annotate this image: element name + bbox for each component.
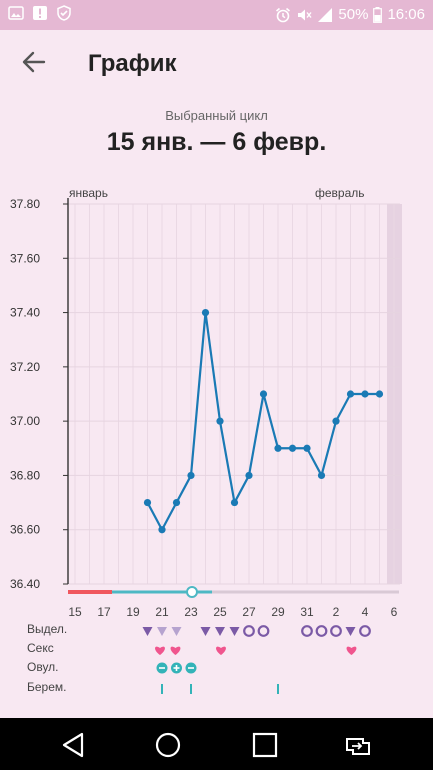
discharge-icon [142, 627, 153, 636]
discharge-icon [200, 627, 211, 636]
discharge-icon [171, 627, 182, 636]
selected-cycle-caption: Выбранный цикл [165, 108, 268, 123]
temperature-point[interactable] [361, 390, 369, 398]
selected-cycle-range[interactable]: 15 янв. — 6 февр. [106, 128, 327, 156]
nav-recents-icon[interactable] [250, 730, 280, 760]
temperature-point[interactable] [201, 308, 210, 317]
gallery-icon [8, 6, 24, 20]
temperature-point[interactable] [143, 498, 152, 507]
x-tick-label: 17 [97, 605, 111, 619]
battery-icon [373, 6, 383, 23]
battery-percent: 50% [338, 6, 369, 23]
temperature-point[interactable] [216, 417, 224, 425]
temperature-point[interactable] [317, 471, 326, 480]
temperature-point[interactable] [346, 390, 355, 398]
y-tick-label: 37.80 [10, 197, 40, 211]
x-tick-label: 27 [242, 605, 256, 619]
x-tick-label: 21 [155, 605, 169, 619]
y-tick-label: 36.80 [10, 468, 40, 482]
sex-row-label: Секс [27, 641, 54, 655]
temperature-chart[interactable]: 37.80 37.60 37.40 37.20 37.00 36.80 36.60 36.40… [0, 180, 433, 700]
x-tick-label: 23 [184, 605, 198, 619]
status-notifications [8, 5, 72, 21]
x-tick-label: 31 [300, 605, 314, 619]
pregnancy-row-label: Берем. [27, 680, 67, 694]
discharge-row: Выдел. [0, 622, 433, 640]
heart-icon [346, 646, 357, 655]
discharge-icon [157, 627, 167, 636]
navigation-bar [0, 718, 433, 770]
alert-icon [33, 6, 47, 20]
sex-row: Секс [0, 641, 433, 659]
discharge-ring-icon [301, 625, 313, 637]
discharge-ring-icon [257, 625, 270, 637]
clock: 16:06 [387, 6, 425, 23]
temperature-point[interactable] [187, 471, 195, 480]
discharge-ring-icon [243, 625, 255, 637]
ovulation-marker[interactable] [186, 586, 198, 598]
ovulation-row-label: Овул. [27, 660, 59, 674]
temperature-point[interactable] [375, 390, 384, 398]
month-label-february: февраль [315, 186, 365, 200]
temperature-point[interactable] [303, 444, 311, 452]
discharge-icon [345, 627, 356, 636]
x-tick-label: 29 [271, 605, 285, 619]
temperature-point[interactable] [332, 417, 340, 425]
x-tick-label: 6 [391, 605, 398, 619]
app-bar: График [0, 30, 433, 100]
alarm-icon [276, 7, 291, 22]
temperature-point[interactable] [158, 526, 166, 534]
page-title: График [88, 50, 177, 77]
y-tick-label: 37.60 [10, 251, 40, 265]
heart-icon [170, 646, 181, 655]
y-tick-label: 36.40 [10, 577, 40, 591]
shield-check-icon [57, 5, 71, 21]
month-label-january: январь [69, 186, 108, 200]
y-tick-label: 36.60 [10, 523, 40, 537]
discharge-row-label: Выдел. [27, 622, 68, 636]
x-tick-label: 25 [213, 605, 227, 619]
nav-back-icon[interactable] [58, 730, 88, 760]
temperature-point[interactable] [288, 444, 297, 452]
signal-icon [318, 7, 333, 22]
y-tick-label: 37.40 [10, 306, 40, 320]
discharge-ring-icon [315, 625, 328, 637]
mute-icon [298, 9, 312, 20]
ovulation-row: Овул. [0, 660, 433, 678]
temperature-point[interactable] [245, 471, 253, 480]
discharge-ring-icon [330, 625, 342, 637]
pregnancy-row: Берем. [0, 680, 433, 698]
temperature-point[interactable] [259, 390, 268, 398]
temperature-point[interactable] [274, 444, 282, 452]
temperature-point[interactable] [230, 498, 239, 507]
x-tick-label: 15 [68, 605, 82, 619]
x-tick-label: 2 [333, 605, 340, 619]
status-bar: 50% 16:06 [0, 0, 433, 30]
y-tick-label: 37.00 [10, 414, 40, 428]
status-system: 50% 16:06 [275, 6, 425, 23]
y-tick-label: 37.20 [10, 360, 40, 374]
heart-icon [155, 646, 165, 655]
heart-icon [216, 646, 226, 655]
discharge-icon [229, 627, 240, 636]
nav-switch-icon[interactable] [343, 730, 373, 760]
nav-home-icon[interactable] [153, 730, 183, 760]
back-arrow-icon[interactable] [20, 48, 48, 76]
x-tick-label: 4 [362, 605, 369, 619]
discharge-icon [215, 627, 225, 636]
discharge-ring-icon [359, 625, 371, 637]
temperature-point[interactable] [172, 498, 181, 507]
x-tick-label: 19 [126, 605, 140, 619]
